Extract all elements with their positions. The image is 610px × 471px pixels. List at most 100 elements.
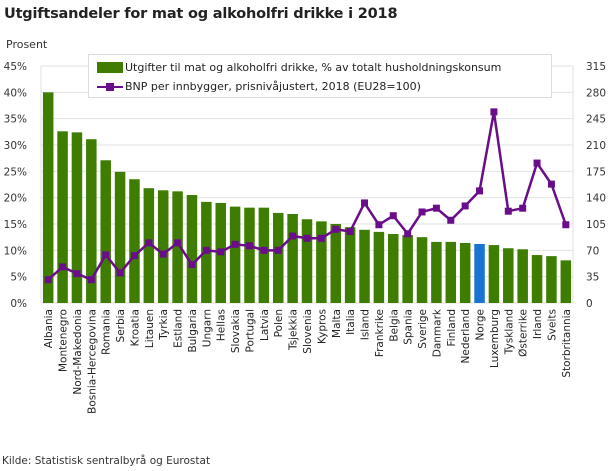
legend-item-line[interactable]: BNP per innbygger, prisnivåjustert, 2018… xyxy=(97,80,421,93)
line-marker[interactable] xyxy=(87,276,95,284)
x-tick-label: Nord-Makedonia xyxy=(72,309,84,395)
bar-serbia[interactable] xyxy=(114,171,126,303)
line-marker[interactable] xyxy=(476,187,484,195)
line-marker[interactable] xyxy=(231,240,239,248)
bar-italia[interactable] xyxy=(344,227,356,303)
x-tick-label: Nederland xyxy=(460,309,472,363)
y2-tick-label: 315 xyxy=(586,61,606,73)
line-marker[interactable] xyxy=(303,234,311,242)
line-marker[interactable] xyxy=(375,221,383,229)
bar-danmark[interactable] xyxy=(431,241,442,303)
line-marker[interactable] xyxy=(389,212,397,220)
line-marker[interactable] xyxy=(159,250,167,258)
y-tick-label: 30% xyxy=(4,140,27,152)
bar-bulgaria[interactable] xyxy=(186,195,198,303)
x-tick-label: Norge xyxy=(475,309,487,341)
x-tick-label: Tsjekkia xyxy=(288,309,300,351)
line-marker[interactable] xyxy=(361,199,369,207)
x-tick-label: Irland xyxy=(532,309,544,339)
line-marker[interactable] xyxy=(490,108,498,116)
bar-irland[interactable] xyxy=(531,255,543,303)
line-marker[interactable] xyxy=(59,263,67,271)
bar-storbritannia[interactable] xyxy=(560,260,572,303)
line-marker[interactable] xyxy=(274,246,282,254)
line-marker[interactable] xyxy=(346,228,354,236)
bar-polen[interactable] xyxy=(272,212,284,303)
line-marker[interactable] xyxy=(504,207,512,215)
bar-sverige[interactable] xyxy=(416,237,428,303)
line-marker[interactable] xyxy=(44,276,52,284)
bar-kroatia[interactable] xyxy=(129,179,140,303)
bar-bosnia-hercegovina[interactable] xyxy=(86,139,97,303)
line-marker[interactable] xyxy=(533,159,541,167)
bar-albania[interactable] xyxy=(42,92,54,303)
x-tick-label: Ungarn xyxy=(201,309,213,347)
y2-tick-label: 280 xyxy=(586,87,606,99)
y-tick-label: 5% xyxy=(10,272,27,284)
bar-latvia[interactable] xyxy=(258,207,270,303)
y2-tick-label: 0 xyxy=(586,298,593,310)
line-marker[interactable] xyxy=(317,234,325,242)
line-marker[interactable] xyxy=(217,248,225,256)
bar-spania[interactable] xyxy=(402,235,413,303)
x-tick-label: Luxemburg xyxy=(489,309,501,368)
line-marker[interactable] xyxy=(73,270,81,278)
line-marker[interactable] xyxy=(102,251,110,259)
line-marker-swatch-icon xyxy=(97,82,123,92)
line-marker[interactable] xyxy=(260,246,268,254)
bar-slovenia[interactable] xyxy=(301,219,313,303)
bar-tyrkia[interactable] xyxy=(157,190,169,303)
bar-nord-makedonia[interactable] xyxy=(71,132,83,303)
x-tick-label: Albania xyxy=(43,309,55,348)
line-marker[interactable] xyxy=(461,202,469,210)
line-marker[interactable] xyxy=(447,216,455,224)
line-marker[interactable] xyxy=(289,232,297,240)
line-marker[interactable] xyxy=(245,242,253,250)
legend-bar-label: Utgifter til mat og alkoholfri drikke, %… xyxy=(125,61,502,74)
bar-montenegro[interactable] xyxy=(57,131,68,303)
line-marker[interactable] xyxy=(562,221,570,229)
x-tick-label: Slovakia xyxy=(230,309,242,353)
bar-luxemburg[interactable] xyxy=(488,245,500,303)
bar-malta[interactable] xyxy=(330,224,342,303)
line-marker[interactable] xyxy=(432,204,440,212)
bar-estland[interactable] xyxy=(172,191,183,303)
bar-tyskland[interactable] xyxy=(503,248,514,303)
line-marker[interactable] xyxy=(202,246,210,254)
y-tick-label: 25% xyxy=(4,166,27,178)
bar-sveits[interactable] xyxy=(546,256,557,303)
bar-finland[interactable] xyxy=(445,241,457,303)
y-tick-label: 45% xyxy=(4,61,27,73)
x-tick-label: Spania xyxy=(403,309,415,345)
bar-norge[interactable] xyxy=(474,244,485,303)
bar-nederland[interactable] xyxy=(459,242,471,303)
bar-romania[interactable] xyxy=(100,160,111,303)
line-marker[interactable] xyxy=(188,261,196,269)
bar-tsjekkia[interactable] xyxy=(287,213,298,303)
bar-kypros[interactable] xyxy=(316,221,327,303)
x-tick-label: Malta xyxy=(331,309,343,338)
x-tick-label: Romania xyxy=(101,309,113,355)
line-marker[interactable] xyxy=(116,269,124,277)
y2-tick-label: 175 xyxy=(586,166,606,178)
line-marker[interactable] xyxy=(130,252,138,260)
bar-frankrike[interactable] xyxy=(373,231,385,303)
bar-island[interactable] xyxy=(359,229,370,303)
line-marker[interactable] xyxy=(145,239,153,247)
y2-tick-label: 245 xyxy=(586,114,606,126)
line-marker[interactable] xyxy=(519,204,527,212)
bar-portugal[interactable] xyxy=(244,207,255,303)
legend-item-bar[interactable]: Utgifter til mat og alkoholfri drikke, %… xyxy=(97,61,501,74)
bar-østerrike[interactable] xyxy=(517,249,528,303)
bar-slovakia[interactable] xyxy=(229,206,241,303)
line-marker[interactable] xyxy=(174,239,182,247)
line-marker[interactable] xyxy=(547,180,555,188)
line-marker[interactable] xyxy=(418,208,426,216)
y-tick-label: 35% xyxy=(4,114,27,126)
x-tick-label: Italia xyxy=(345,309,357,335)
y-tick-label: 10% xyxy=(4,245,27,257)
bar-series xyxy=(42,92,572,303)
line-marker[interactable] xyxy=(404,230,412,238)
line-marker[interactable] xyxy=(332,225,340,233)
bar-belgia[interactable] xyxy=(388,234,399,303)
